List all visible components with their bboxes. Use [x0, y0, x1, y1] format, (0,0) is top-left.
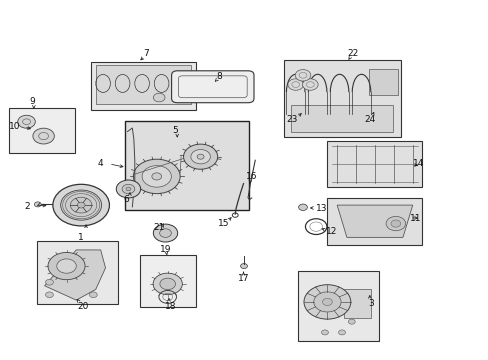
- Text: 8: 8: [216, 72, 222, 81]
- Text: 3: 3: [367, 299, 373, 308]
- Text: 14: 14: [412, 159, 424, 168]
- FancyBboxPatch shape: [140, 255, 195, 307]
- FancyBboxPatch shape: [327, 140, 422, 187]
- FancyBboxPatch shape: [91, 62, 195, 110]
- Circle shape: [57, 259, 76, 273]
- Circle shape: [70, 197, 92, 213]
- FancyBboxPatch shape: [125, 121, 249, 211]
- Circle shape: [390, 220, 400, 227]
- Circle shape: [142, 166, 171, 187]
- Circle shape: [126, 187, 131, 191]
- Text: 10: 10: [9, 122, 20, 131]
- Circle shape: [304, 285, 350, 319]
- Circle shape: [153, 224, 177, 242]
- Circle shape: [45, 279, 53, 285]
- Circle shape: [48, 252, 85, 280]
- Polygon shape: [336, 205, 412, 237]
- Polygon shape: [44, 250, 105, 300]
- Circle shape: [295, 69, 310, 81]
- FancyBboxPatch shape: [290, 105, 392, 132]
- Circle shape: [45, 292, 53, 298]
- Text: 1: 1: [78, 233, 84, 242]
- Circle shape: [122, 184, 135, 194]
- Text: 11: 11: [409, 214, 421, 223]
- Text: 16: 16: [245, 172, 257, 181]
- Text: 13: 13: [315, 204, 326, 213]
- Circle shape: [322, 298, 331, 306]
- Circle shape: [33, 128, 54, 144]
- Text: 23: 23: [286, 115, 297, 124]
- Text: 24: 24: [364, 115, 375, 124]
- Text: 2: 2: [25, 202, 30, 211]
- Circle shape: [347, 319, 354, 324]
- Circle shape: [159, 229, 171, 237]
- Circle shape: [34, 202, 41, 207]
- FancyBboxPatch shape: [171, 71, 253, 103]
- Circle shape: [53, 184, 109, 226]
- Text: 6: 6: [123, 194, 129, 203]
- Text: 19: 19: [160, 246, 171, 255]
- Circle shape: [160, 278, 175, 290]
- Circle shape: [183, 144, 217, 169]
- Circle shape: [61, 190, 102, 220]
- Text: 12: 12: [325, 228, 336, 237]
- Circle shape: [240, 264, 247, 269]
- Text: 21: 21: [153, 223, 164, 232]
- Text: 7: 7: [143, 49, 148, 58]
- FancyBboxPatch shape: [96, 65, 190, 104]
- Circle shape: [152, 173, 161, 180]
- Circle shape: [302, 79, 318, 90]
- Circle shape: [18, 115, 35, 128]
- Text: 4: 4: [98, 159, 103, 168]
- Text: 15: 15: [218, 219, 229, 228]
- FancyBboxPatch shape: [298, 271, 378, 341]
- FancyBboxPatch shape: [344, 289, 370, 318]
- Circle shape: [321, 330, 328, 335]
- FancyBboxPatch shape: [327, 198, 422, 244]
- FancyBboxPatch shape: [368, 69, 397, 95]
- Text: 18: 18: [164, 302, 176, 311]
- Circle shape: [190, 149, 210, 164]
- Circle shape: [89, 292, 97, 298]
- Circle shape: [197, 154, 203, 159]
- Circle shape: [287, 79, 303, 90]
- Text: 9: 9: [29, 97, 35, 106]
- Text: 22: 22: [346, 49, 358, 58]
- Text: 17: 17: [237, 274, 249, 283]
- Text: 5: 5: [172, 126, 178, 135]
- Circle shape: [313, 292, 340, 312]
- FancyBboxPatch shape: [283, 60, 400, 137]
- Circle shape: [77, 202, 85, 208]
- Circle shape: [153, 273, 182, 295]
- FancyBboxPatch shape: [37, 241, 118, 304]
- Circle shape: [338, 330, 345, 335]
- Circle shape: [153, 93, 164, 102]
- Text: 20: 20: [77, 302, 88, 311]
- Circle shape: [133, 159, 180, 194]
- FancyBboxPatch shape: [9, 108, 75, 153]
- Circle shape: [386, 216, 405, 231]
- Circle shape: [298, 204, 307, 211]
- Circle shape: [116, 180, 141, 198]
